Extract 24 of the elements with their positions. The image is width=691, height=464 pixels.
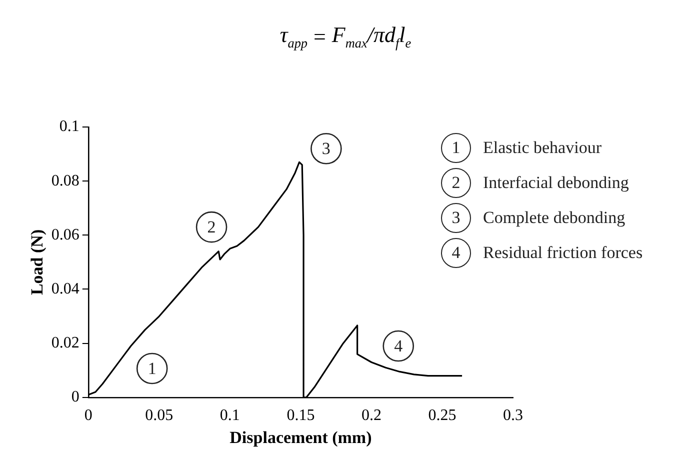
y-axis-title: Load (N): [28, 229, 47, 296]
annotation: 1: [148, 358, 156, 378]
chart-title: τ$_{app}$ = F$_{max}$/πd$_{f}$l$_{e}$: [280, 22, 412, 50]
x-tick-label: 0.15: [286, 407, 315, 424]
annotation: 4: [394, 336, 404, 356]
text: 4 Residual friction forces: [452, 242, 643, 262]
x-tick-label: 0.05: [145, 407, 174, 424]
y-tick-label: 0.02: [51, 334, 80, 352]
annotation: 2: [207, 218, 216, 237]
x-tick-label: 0.2: [361, 407, 382, 424]
x-tick-label: 0.3: [503, 407, 523, 424]
x-tick-label: 0: [84, 407, 92, 424]
x-tick-label: 0.1: [220, 407, 240, 424]
x-axis-title: Displacement (mm): [230, 428, 372, 448]
y-tick-label: 0.04: [51, 280, 80, 298]
y-tick-label: 0.08: [51, 172, 80, 190]
annotation: 3: [322, 139, 330, 158]
text: 3 Complete debonding: [452, 208, 626, 226]
x-tick-label: 0.25: [428, 407, 456, 424]
y-tick-label: 0: [71, 388, 80, 406]
y-tick-label: 0.1: [59, 118, 80, 136]
y-tick-label: 0.06: [51, 226, 80, 244]
text: 2 Interfacial debonding: [452, 172, 629, 192]
text: 1 Elastic behaviour: [452, 138, 602, 156]
